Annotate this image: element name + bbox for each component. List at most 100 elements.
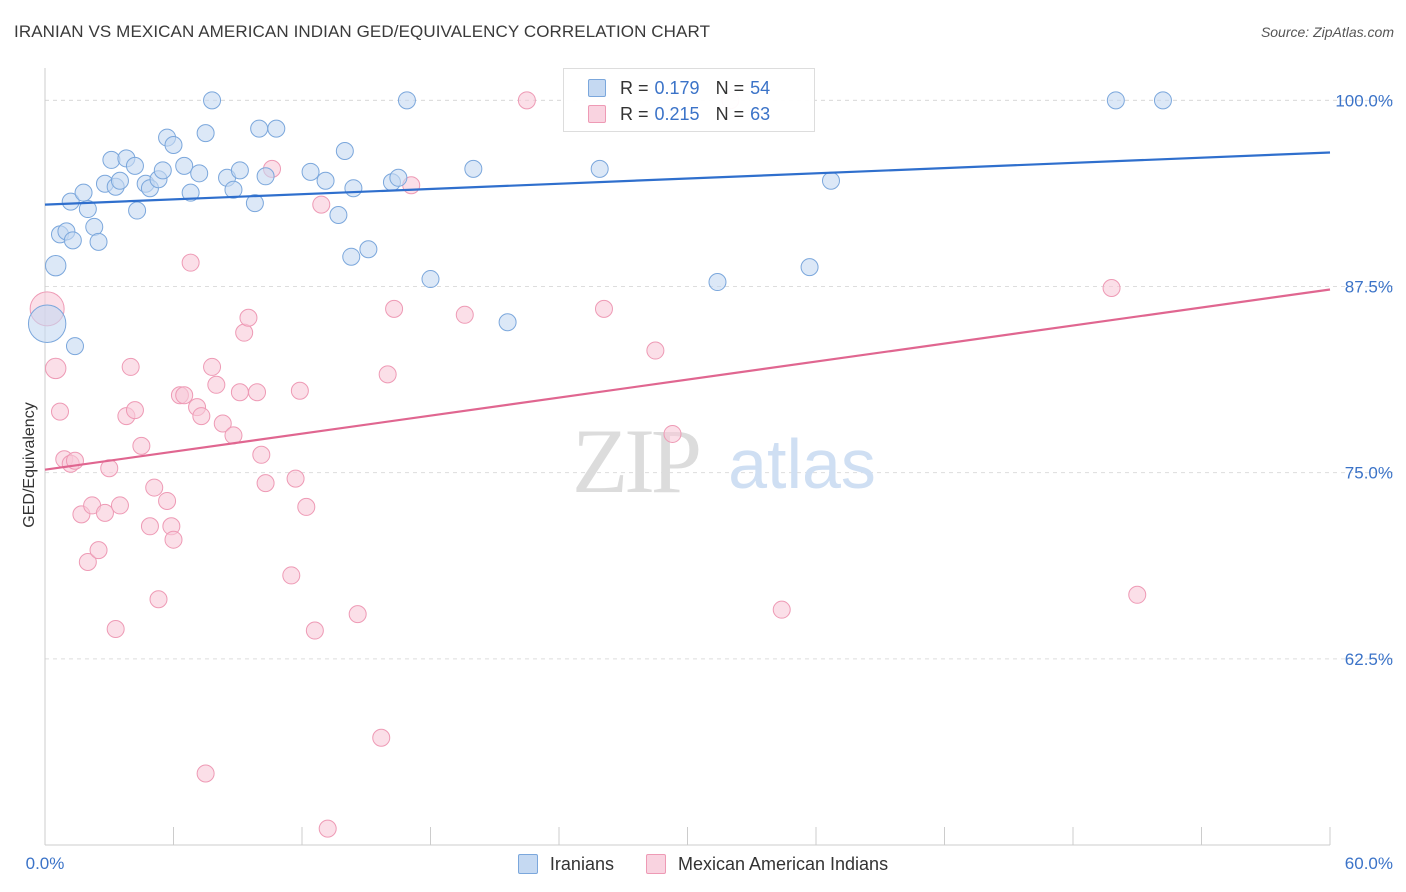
mexican-point bbox=[213, 414, 232, 433]
stats-legend: R = 0.179 N = 54 R = 0.215 N = 63 bbox=[563, 68, 815, 132]
iranian-point bbox=[224, 180, 243, 199]
x-tick-label: 0.0% bbox=[26, 854, 65, 873]
iranian-point bbox=[128, 201, 147, 220]
iranian-point bbox=[359, 240, 378, 259]
iranian-point bbox=[175, 156, 194, 175]
legend-item-iranians: Iranians bbox=[517, 853, 614, 875]
watermark-atlas: atlas bbox=[728, 425, 876, 503]
iranian-point bbox=[245, 194, 264, 213]
mexican-point bbox=[378, 365, 397, 384]
x-tick-label: 60.0% bbox=[1345, 854, 1393, 873]
iranian-point bbox=[389, 168, 408, 187]
iranian-point bbox=[196, 124, 215, 143]
iranian-point bbox=[125, 156, 144, 175]
mexican-legend-label: Mexican American Indians bbox=[677, 853, 889, 874]
iranian-point bbox=[164, 136, 183, 155]
mexican-point bbox=[256, 474, 275, 493]
mexican-point bbox=[646, 341, 665, 360]
mexican-point bbox=[164, 530, 183, 549]
r-value: 0.215 bbox=[654, 103, 700, 124]
mexican-point bbox=[1128, 585, 1147, 604]
mexican-point bbox=[235, 323, 254, 342]
mexican-swatch bbox=[588, 105, 606, 123]
mexican-point bbox=[132, 436, 151, 455]
iranian-point bbox=[344, 179, 363, 198]
mexican-point bbox=[312, 195, 331, 214]
iranian-point bbox=[203, 91, 222, 110]
mexican-legend-swatch bbox=[645, 854, 666, 874]
iranian-point bbox=[421, 270, 440, 289]
iranian-point bbox=[335, 141, 354, 160]
trend-lines bbox=[44, 151, 1331, 471]
y-tick-label: 100.0% bbox=[1335, 91, 1393, 110]
iranian-point bbox=[1106, 91, 1125, 110]
mexican-point bbox=[203, 357, 222, 376]
iranian-point bbox=[102, 150, 121, 169]
mexican-point bbox=[106, 620, 125, 639]
iranian-point bbox=[89, 232, 108, 251]
y-tick-label: 62.5% bbox=[1345, 650, 1393, 669]
mexican-point bbox=[149, 590, 168, 609]
mexican-point bbox=[290, 381, 309, 400]
mexican-point bbox=[207, 375, 226, 394]
iranian-point bbox=[65, 337, 84, 356]
iranian-point bbox=[153, 161, 172, 180]
watermark-zip: ZIP bbox=[572, 410, 699, 512]
mexican-point bbox=[145, 478, 164, 497]
iranian-point bbox=[27, 304, 67, 343]
mexican-point bbox=[385, 299, 404, 318]
mexican-point bbox=[45, 357, 67, 380]
mexican-point bbox=[95, 503, 114, 522]
iranian-point bbox=[708, 273, 727, 292]
iranian-point bbox=[821, 171, 840, 190]
iranians-legend-swatch bbox=[517, 854, 538, 874]
mexican-point bbox=[372, 728, 391, 747]
iranians-legend-label: Iranians bbox=[549, 853, 614, 874]
mexican-point bbox=[175, 386, 194, 405]
iranian-point bbox=[181, 183, 200, 202]
mexican-point bbox=[348, 605, 367, 624]
iranian-point bbox=[464, 159, 483, 178]
mexican-point bbox=[455, 305, 474, 324]
series-iranians bbox=[27, 91, 1172, 356]
tick-labels: 62.5% 75.0% 87.5% 100.0% 0.0% 60.0% bbox=[26, 91, 1393, 873]
iranians-trend-line bbox=[44, 151, 1331, 206]
mexican-point bbox=[158, 491, 177, 510]
mexican-point bbox=[78, 553, 97, 572]
legend-row-iranians: R = 0.179 N = 54 bbox=[588, 77, 776, 99]
mexican-point bbox=[305, 621, 324, 640]
grid-lines bbox=[45, 99, 1395, 660]
mexican-point bbox=[181, 253, 200, 272]
mexican-point bbox=[230, 383, 249, 402]
iranian-point bbox=[329, 206, 348, 225]
iranian-point bbox=[397, 91, 416, 110]
iranian-point bbox=[61, 192, 80, 211]
iranian-point bbox=[267, 119, 286, 138]
r-label: R = bbox=[620, 103, 649, 124]
r-value: 0.179 bbox=[654, 77, 700, 98]
mexican-point bbox=[282, 566, 301, 585]
chart-title: IRANIAN VS MEXICAN AMERICAN INDIAN GED/E… bbox=[14, 22, 711, 41]
iranian-point bbox=[498, 313, 517, 332]
mexican-point bbox=[297, 497, 316, 516]
legend-item-mexican: Mexican American Indians bbox=[645, 853, 889, 875]
iranian-point bbox=[590, 159, 609, 178]
mexican-point bbox=[252, 445, 271, 464]
iranian-point bbox=[63, 231, 82, 250]
n-value: 63 bbox=[750, 103, 771, 124]
iranian-point bbox=[190, 164, 209, 183]
iranian-point bbox=[342, 247, 361, 266]
iranian-point bbox=[301, 162, 320, 181]
r-label: R = bbox=[620, 77, 649, 98]
n-value: 54 bbox=[750, 77, 771, 98]
y-tick-label: 87.5% bbox=[1345, 278, 1393, 297]
mexican-point bbox=[286, 469, 305, 488]
iranian-point bbox=[1153, 91, 1172, 110]
n-label: N = bbox=[715, 103, 745, 124]
iranian-point bbox=[800, 258, 819, 277]
iranian-point bbox=[230, 161, 249, 180]
mexican-point bbox=[594, 299, 613, 318]
mexican-point bbox=[772, 600, 791, 619]
mexican-point bbox=[110, 496, 129, 515]
iranian-point bbox=[110, 171, 129, 190]
